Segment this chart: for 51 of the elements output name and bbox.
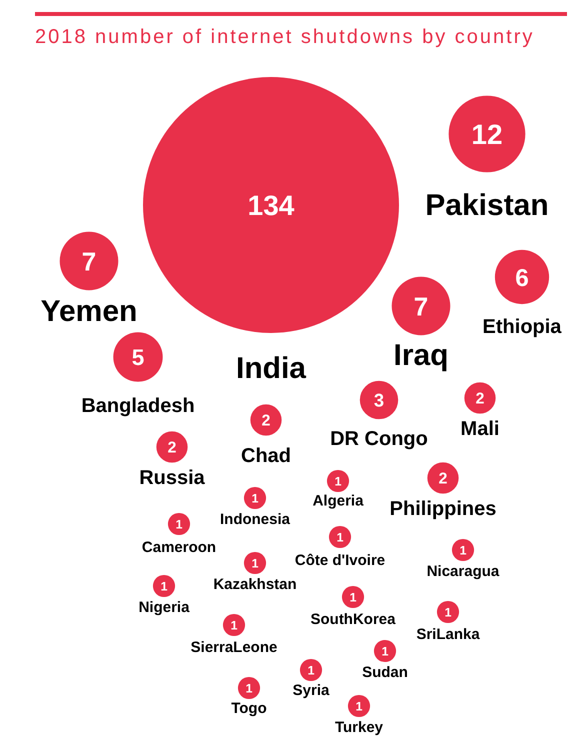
data-label: 1	[176, 517, 183, 532]
data-label: 6	[515, 264, 529, 292]
category-label: Chad	[241, 445, 291, 467]
category-label: Cameroon	[142, 539, 216, 556]
data-label: 134	[248, 190, 295, 222]
text: 2018 number of internet shutdowns by country	[35, 26, 534, 48]
data-label: 1	[308, 663, 315, 678]
category-label: Syria	[292, 682, 330, 699]
data-label: 1	[246, 681, 253, 696]
data-label: 3	[374, 390, 384, 411]
category-label: Ethiopia	[482, 316, 562, 338]
category-label: SouthKorea	[310, 611, 396, 628]
data-label: 1	[334, 474, 342, 488]
data-label: 7	[82, 248, 96, 276]
data-label: 1	[160, 579, 168, 594]
category-label: Russia	[139, 467, 206, 489]
data-label: 1	[252, 556, 259, 570]
category-label: Sudan	[362, 664, 408, 681]
category-label: Kazakhstan	[213, 576, 297, 593]
category-label: Turkey	[334, 719, 384, 736]
category-label: SierraLeone	[190, 639, 278, 656]
category-label: Algeria	[312, 492, 364, 510]
category-label: Nicaragua	[426, 563, 500, 580]
data-label: 5	[132, 345, 144, 370]
data-label: 1	[230, 618, 238, 632]
category-label: Philippines	[390, 498, 496, 520]
category-label: SriLanka	[416, 626, 480, 643]
data-label: 1	[356, 699, 363, 714]
data-label: 1	[460, 543, 467, 558]
category-label: Yemen	[40, 295, 138, 328]
category-label: Mali	[460, 418, 500, 440]
data-label: 1	[336, 530, 344, 544]
data-label: 1	[252, 491, 259, 506]
data-label: 12	[471, 119, 503, 150]
category-label: Pakistan	[425, 189, 549, 222]
category-label: Nigeria	[138, 599, 190, 616]
data-label: 2	[438, 470, 448, 488]
category-label: Bangladesh	[81, 395, 195, 417]
category-label: Iraq	[393, 339, 449, 372]
data-label: 1	[350, 590, 357, 604]
category-label: Côte d'Ivoire	[294, 552, 386, 569]
data-label: 7	[414, 293, 428, 322]
category-label: India	[236, 352, 306, 385]
category-label: Indonesia	[220, 511, 291, 528]
data-label: 2	[168, 440, 177, 457]
data-label: 1	[382, 644, 389, 658]
category-label: Togo	[231, 700, 267, 717]
data-label: 2	[476, 390, 485, 408]
data-label: 2	[262, 412, 271, 430]
category-label: DR Congo	[330, 428, 428, 450]
data-label: 1	[444, 605, 452, 620]
